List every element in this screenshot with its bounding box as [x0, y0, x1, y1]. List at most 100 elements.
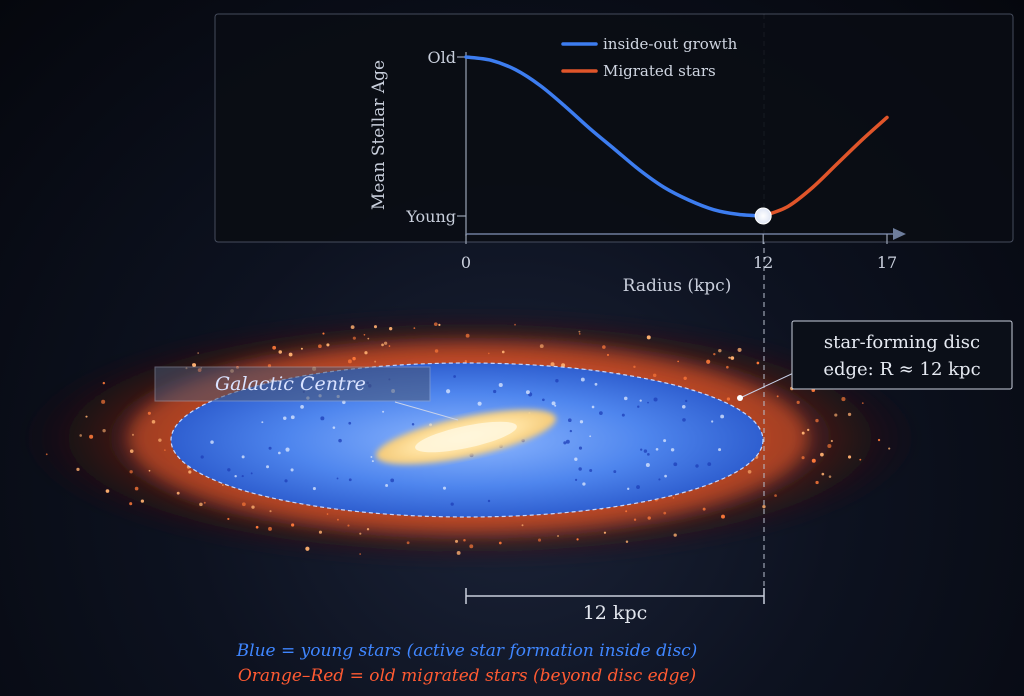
disc-star — [284, 479, 288, 483]
disc-star — [525, 390, 530, 395]
halo-star — [388, 327, 393, 331]
break-point-marker — [754, 207, 772, 225]
halo-star — [291, 523, 295, 527]
disc-star — [569, 429, 573, 433]
disc-star — [261, 421, 264, 424]
halo-star — [827, 443, 832, 449]
disc-edge-box — [791, 320, 1013, 390]
x-tick-label: 12 — [753, 253, 773, 272]
disc-star — [565, 439, 570, 444]
disc-star — [390, 478, 395, 483]
halo-star — [199, 502, 203, 507]
scale-bar-label: 12 kpc — [583, 602, 648, 624]
halo-star — [537, 538, 542, 542]
halo-star — [774, 494, 777, 497]
x-axis-arrow — [893, 228, 906, 240]
disc-star — [621, 413, 625, 417]
disc-star — [578, 446, 583, 450]
disc-star — [542, 398, 545, 402]
halo-star — [102, 428, 106, 433]
caption: Blue = young stars (active star formatio… — [236, 641, 698, 686]
disc-star — [312, 487, 316, 491]
disc-star — [574, 478, 578, 482]
halo-star — [465, 333, 470, 338]
disc-star — [450, 502, 454, 506]
disc-star — [645, 462, 650, 467]
bulge-core — [415, 421, 517, 453]
disc-edge-label-line2: edge: R ≈ 12 kpc — [823, 359, 980, 380]
halo-star — [326, 343, 330, 347]
galactic-centre-callout: Galactic Centre — [154, 366, 459, 421]
disc-edge-callout: star-forming disc edge: R ≈ 12 kpc — [737, 320, 1013, 401]
disc-star — [348, 478, 352, 482]
halo-star — [367, 337, 370, 340]
halo-star — [192, 363, 194, 366]
halo-star — [576, 538, 579, 541]
halo-star — [318, 344, 322, 349]
halo-star — [463, 538, 466, 542]
disc-star — [695, 464, 699, 468]
disc-star — [338, 438, 342, 443]
halo-star — [300, 347, 303, 350]
disc-star — [554, 404, 557, 407]
halo-star — [815, 480, 819, 485]
halo-star — [438, 323, 441, 327]
disc-star — [227, 468, 231, 472]
halo-star — [647, 516, 651, 520]
halo-star — [373, 325, 378, 329]
halo-star — [221, 484, 224, 486]
disc-star — [639, 399, 642, 402]
halo-star — [406, 541, 410, 545]
disc-star — [563, 441, 567, 445]
halo-star — [625, 510, 628, 513]
disc-star — [720, 414, 725, 419]
halo-star — [337, 518, 339, 521]
halo-star — [728, 356, 731, 359]
halo-star — [366, 528, 370, 531]
halo-star — [364, 351, 368, 355]
disc-star — [370, 456, 373, 458]
disc-edge-pointer — [739, 369, 801, 399]
disc-star — [673, 462, 678, 467]
series-line-migrated — [761, 115, 889, 218]
halo-star — [101, 399, 106, 404]
halo-star — [158, 438, 162, 442]
x-ticks: 0 12 17 — [461, 234, 897, 272]
disc-star — [348, 421, 352, 425]
halo-star — [807, 428, 810, 432]
age-radius-chart: Mean Stellar Age Radius (kpc) Old Young 0… — [214, 13, 1014, 296]
disc-edge-label-line1: star-forming disc — [824, 332, 980, 353]
halo-star — [45, 453, 48, 456]
disc-edge-marker — [737, 395, 743, 401]
halo-star — [828, 475, 832, 478]
halo-star — [726, 397, 731, 401]
halo-star — [79, 434, 82, 437]
halo-star — [820, 452, 824, 457]
halo-star — [413, 327, 416, 330]
halo-star — [272, 345, 277, 350]
halo-star — [801, 456, 805, 460]
halo-star — [672, 497, 675, 499]
halo-star — [305, 546, 310, 551]
halo-star — [646, 335, 651, 340]
scale-bar: 12 kpc — [465, 588, 765, 624]
halo-star — [251, 505, 255, 509]
galactic-centre-pointer — [394, 401, 459, 421]
caption-blue-line: Blue = young stars (active star formatio… — [236, 641, 698, 661]
halo-star — [322, 332, 325, 335]
series-line-inside-out — [464, 55, 765, 218]
halo-star — [847, 412, 852, 417]
halo-star — [278, 350, 282, 354]
halo-star — [730, 356, 735, 360]
disc-star — [241, 474, 244, 478]
halo-star — [434, 349, 439, 353]
disc-star — [594, 382, 598, 386]
disc-star — [290, 415, 295, 420]
disc-star — [382, 410, 385, 413]
halo-star — [359, 553, 361, 555]
disc-star — [493, 389, 497, 394]
halo-star — [606, 353, 610, 357]
halo-star — [176, 491, 180, 495]
halo-star — [374, 360, 377, 363]
